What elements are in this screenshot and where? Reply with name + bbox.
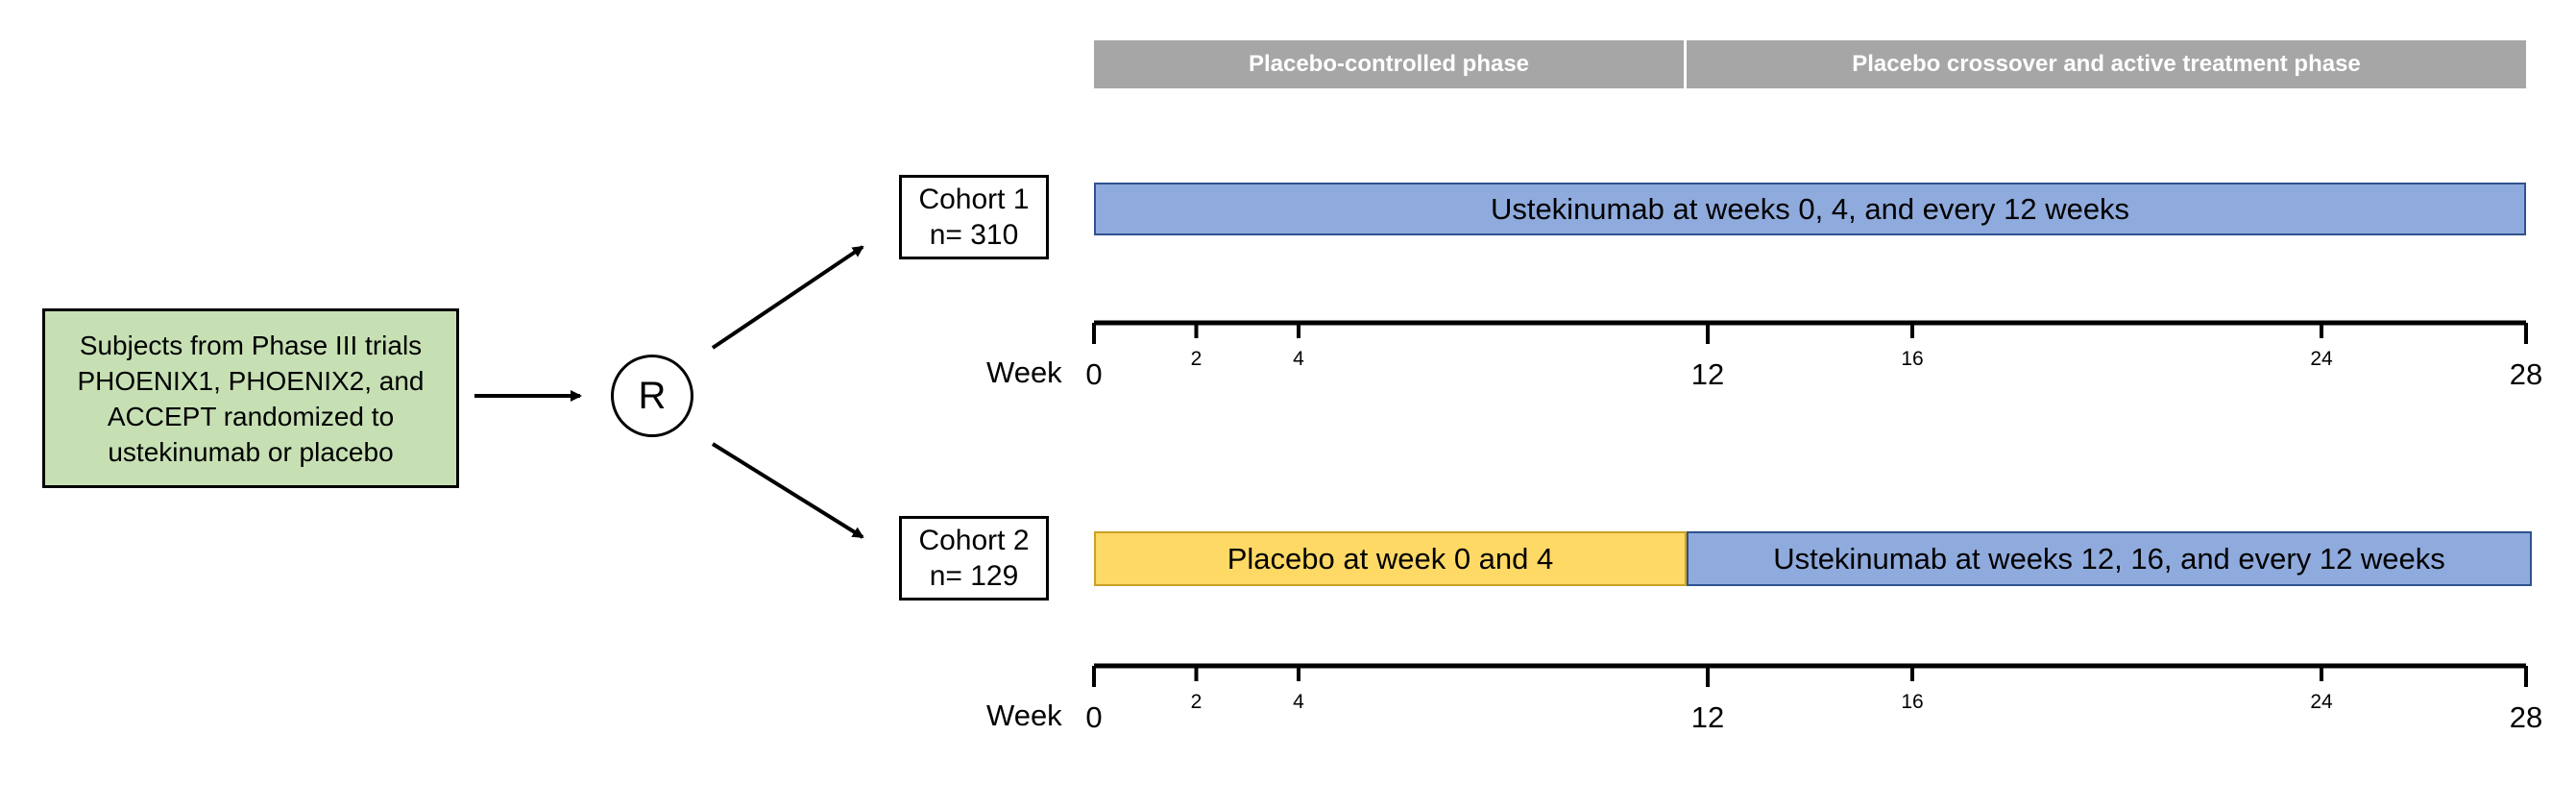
- subjects-line-2: PHOENIX1, PHOENIX2, and: [77, 365, 425, 396]
- timeline-1-tick-label-week-12: 12: [1690, 357, 1725, 391]
- phase-header-crossover-active: Placebo crossover and active treatment p…: [1687, 40, 2526, 88]
- timeline-1-tick-label-week-24: 24: [2310, 348, 2333, 370]
- subjects-line-1: Subjects from Phase III trials: [79, 330, 423, 360]
- timeline-1-tick-label-week-28: 28: [2509, 357, 2543, 391]
- timeline-2-tick-label-week-4: 4: [1293, 691, 1304, 713]
- cohort-2-ustekinumab-bar: Ustekinumab at weeks 12, 16, and every 1…: [1687, 531, 2532, 586]
- timeline-2-tick-label-week-0: 0: [1085, 700, 1103, 734]
- randomization-label: R: [638, 374, 667, 417]
- phase-header-placebo-controlled: Placebo-controlled phase: [1094, 40, 1684, 88]
- timeline-1-week-label: Week: [986, 355, 1062, 389]
- timeline-2-tick-label-week-12: 12: [1690, 700, 1725, 734]
- subjects-line-4: ustekinumab or placebo: [108, 436, 394, 467]
- timeline-1-tick-label-week-4: 4: [1293, 348, 1304, 370]
- subjects-box: Subjects from Phase III trials PHOENIX1,…: [42, 308, 459, 488]
- timeline-1-tick-label-week-2: 2: [1190, 348, 1203, 370]
- timeline-1-tick-label-week-0: 0: [1085, 357, 1103, 391]
- cohort-1-n: n= 310: [929, 219, 1019, 251]
- cohort-2-title: Cohort 2: [918, 525, 1030, 556]
- cohort-1-title: Cohort 1: [918, 184, 1030, 215]
- timeline-2-tick-label-week-24: 24: [2310, 691, 2333, 713]
- timeline-2-tick-label-week-28: 28: [2509, 700, 2543, 734]
- arrow-to-cohort-2: [711, 442, 864, 539]
- arrow-to-cohort-1: [711, 245, 864, 350]
- cohort-2-placebo-bar: Placebo at week 0 and 4: [1094, 531, 1687, 586]
- cohort-1-box: Cohort 1 n= 310: [899, 175, 1049, 259]
- timeline-2-tick-label-week-2: 2: [1190, 691, 1203, 713]
- cohort-2-n: n= 129: [929, 560, 1019, 592]
- timeline-2-week-label: Week: [986, 699, 1062, 732]
- cohort-1-ustekinumab-bar: Ustekinumab at weeks 0, 4, and every 12 …: [1094, 183, 2526, 235]
- cohort-2-box: Cohort 2 n= 129: [899, 516, 1049, 601]
- randomization-circle: R: [611, 355, 693, 437]
- timeline-2-tick-label-week-16: 16: [1901, 691, 1924, 713]
- timeline-1-tick-label-week-16: 16: [1901, 348, 1924, 370]
- subjects-line-3: ACCEPT randomized to: [107, 401, 395, 431]
